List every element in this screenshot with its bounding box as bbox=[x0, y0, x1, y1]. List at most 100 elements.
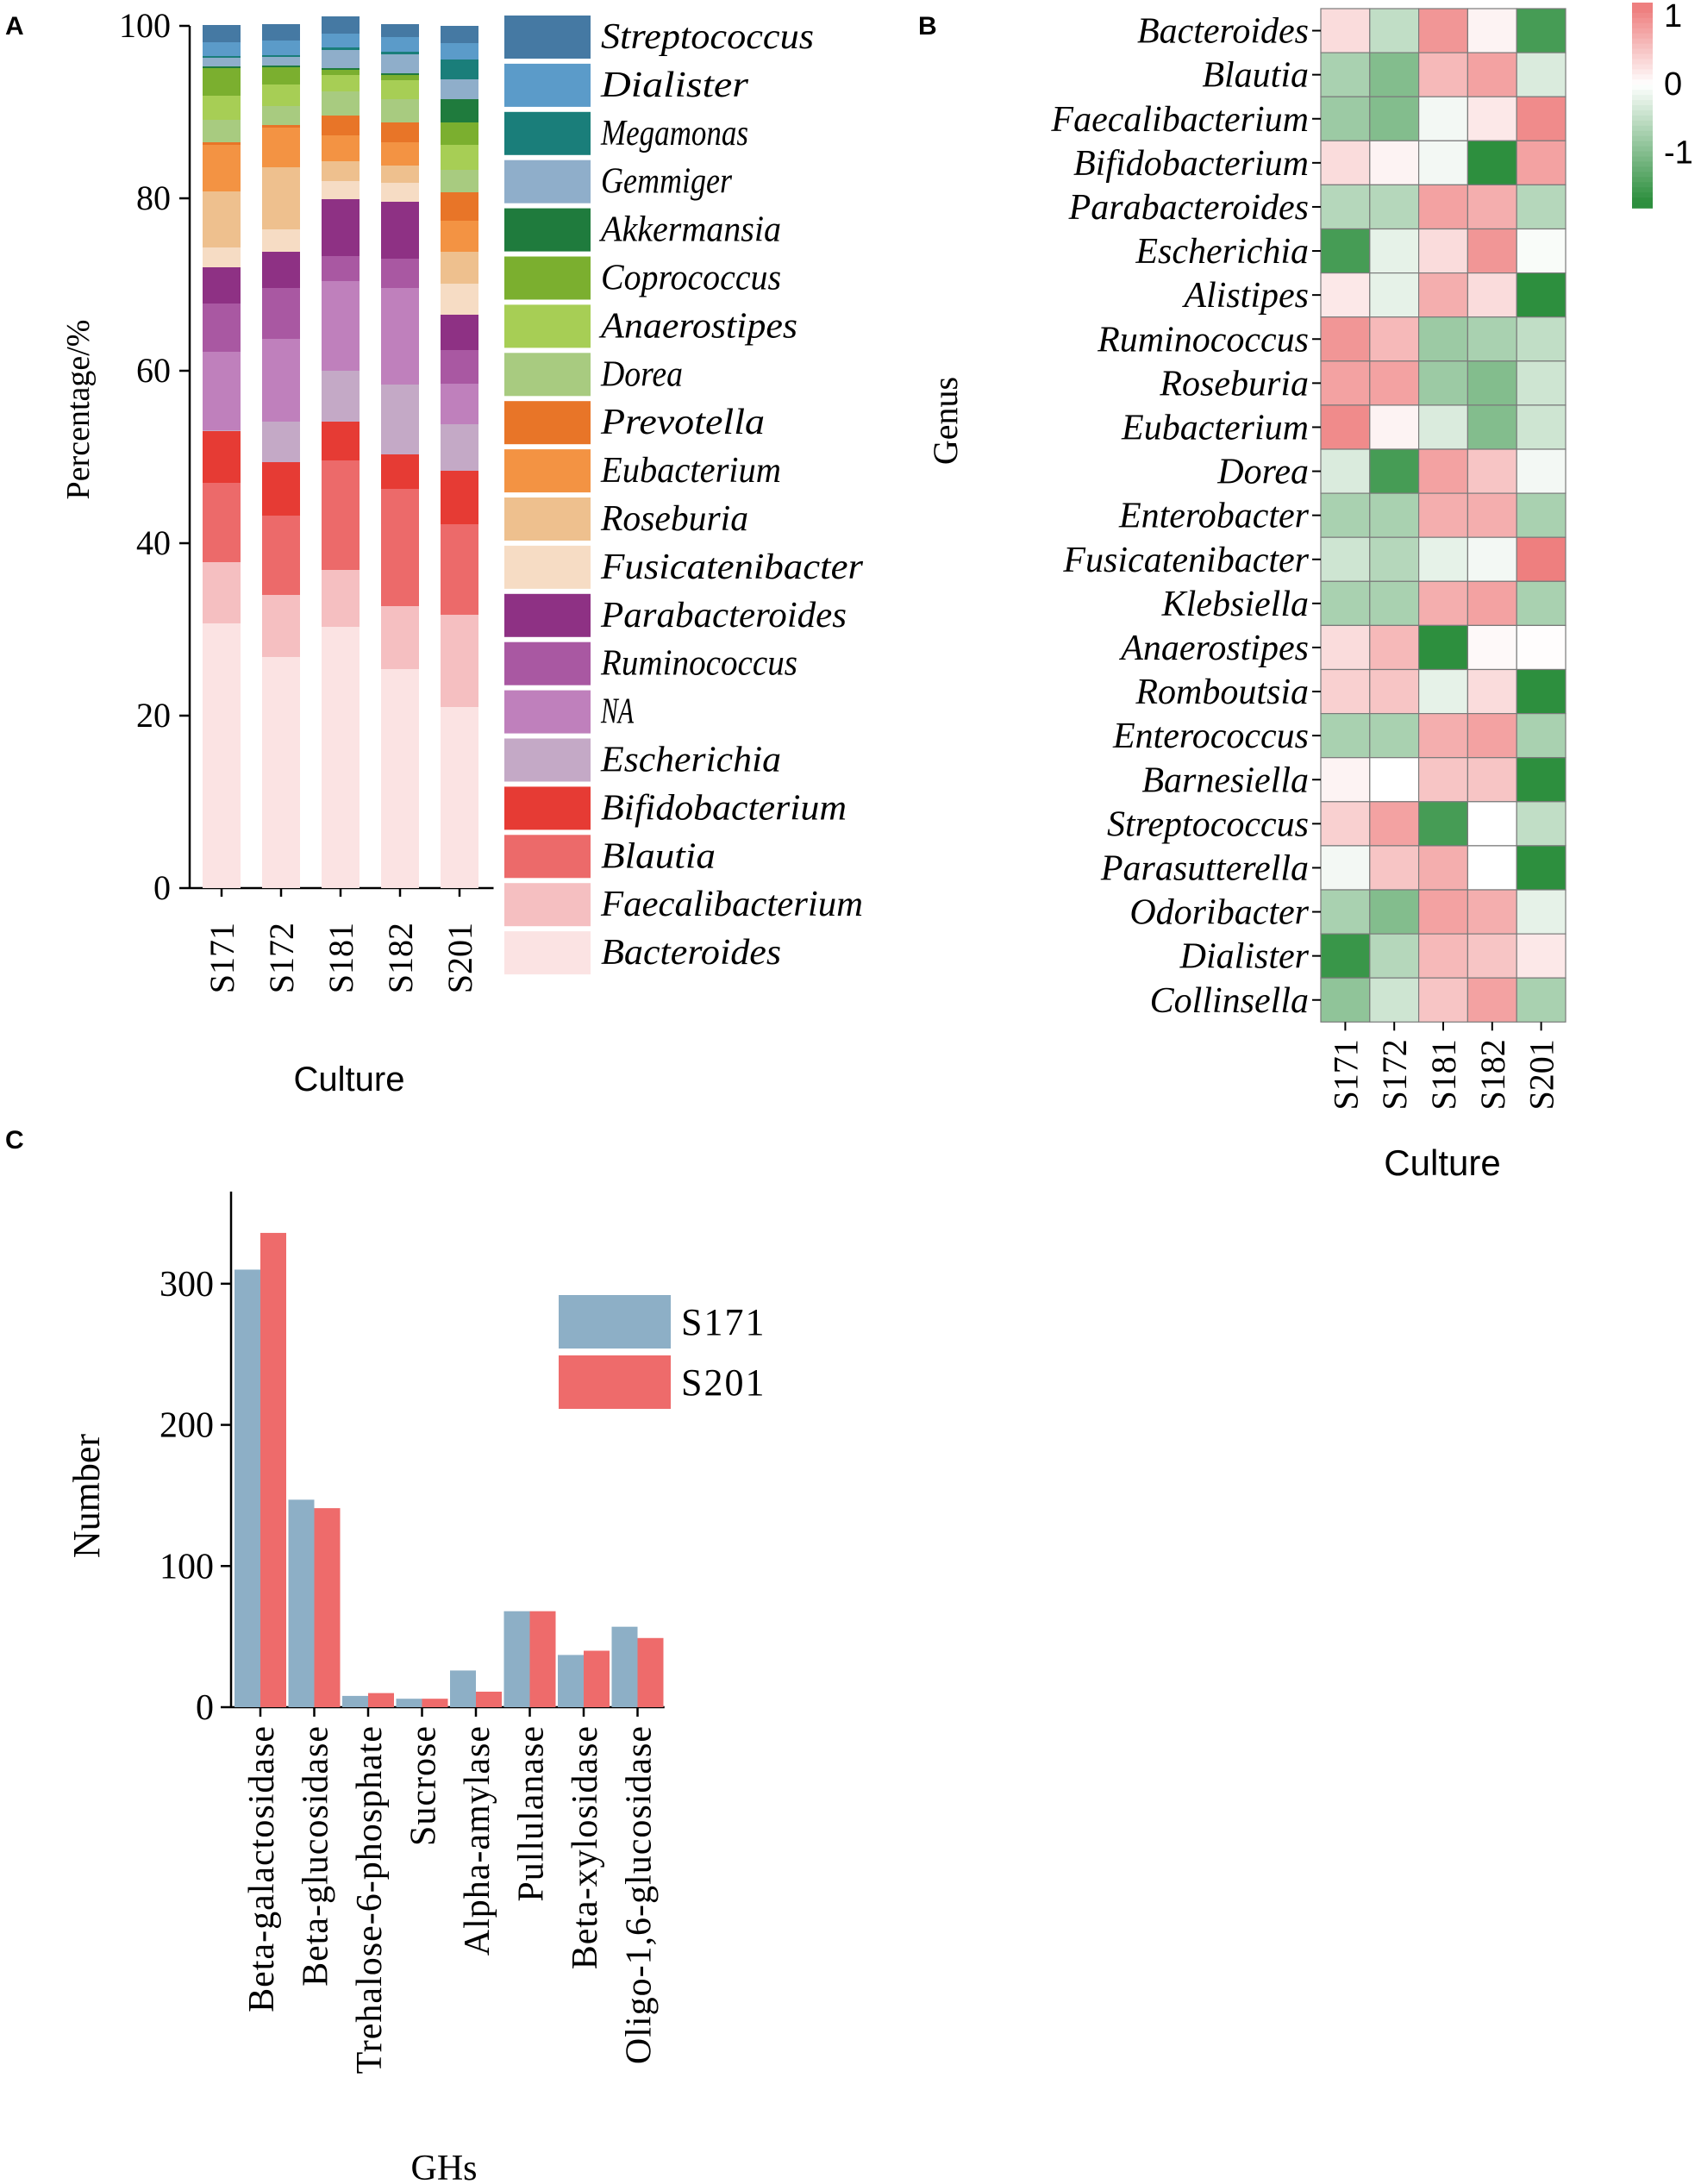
bar-segment-roseburia-s171 bbox=[203, 191, 241, 247]
legend-swatch-prevotella bbox=[504, 401, 591, 445]
row-label-alistipes: Alistipes bbox=[1181, 276, 1309, 316]
colorbar-segment bbox=[1632, 120, 1653, 127]
x-tick-label-beta-xylosidase: Beta-xylosidase bbox=[566, 1725, 605, 1969]
colorbar-segment bbox=[1632, 12, 1653, 19]
x-tick-label-beta-galactosidase: Beta-galactosidase bbox=[242, 1725, 282, 2012]
legend-swatch-dorea bbox=[504, 353, 591, 397]
bar-segment-eubacterium-s172 bbox=[262, 128, 300, 167]
bar-segment-parabacteroides-s172 bbox=[262, 252, 300, 288]
heat-cell-eubacterium-s181 bbox=[1417, 404, 1468, 450]
bar-segment-roseburia-s172 bbox=[262, 167, 300, 229]
heat-cell-ruminococcus-s172 bbox=[1369, 316, 1420, 362]
y-tick-label: 80 bbox=[136, 178, 171, 217]
heat-cell-eubacterium-s182 bbox=[1466, 404, 1517, 450]
legend-label-s201: S201 bbox=[681, 1361, 766, 1404]
bar-segment-bifidobacterium-s171 bbox=[203, 431, 241, 483]
heat-cell-fusicatenibacter-s182 bbox=[1466, 536, 1517, 582]
heat-cell-fusicatenibacter-s201 bbox=[1516, 536, 1567, 582]
y-tick-label: 0 bbox=[196, 1688, 214, 1728]
colorbar-segment bbox=[1632, 110, 1653, 116]
colorbar-segment bbox=[1632, 146, 1653, 153]
heat-cell-enterococcus-s181 bbox=[1417, 712, 1468, 759]
col-label-s201: S201 bbox=[1523, 1039, 1561, 1110]
legend-swatch-gemmiger bbox=[504, 160, 591, 203]
heat-cell-eubacterium-s171 bbox=[1320, 404, 1371, 450]
row-label-bifidobacterium: Bifidobacterium bbox=[1073, 144, 1309, 184]
colorbar-segment bbox=[1632, 203, 1653, 209]
colorbar-segment bbox=[1632, 79, 1653, 85]
heat-cell-collinsella-s172 bbox=[1369, 977, 1420, 1023]
bar-segment-fusicatenibacter-s172 bbox=[262, 229, 300, 252]
legend-label-coprococcus: Coprococcus bbox=[601, 259, 781, 298]
colorbar-tick-label: 1 bbox=[1664, 0, 1682, 34]
colorbar-tick-label: -1 bbox=[1664, 135, 1693, 172]
heat-cell-klebsiella-s181 bbox=[1417, 580, 1468, 626]
bar-segment-gemmiger-s172 bbox=[262, 57, 300, 66]
row-label-bacteroides: Bacteroides bbox=[1137, 12, 1309, 52]
legend-swatch-blautia bbox=[504, 835, 591, 879]
bar-s171-beta-glucosidase bbox=[288, 1499, 315, 1707]
legend-swatch-faecalibacterium bbox=[504, 883, 591, 927]
heat-cell-dialister-s181 bbox=[1417, 933, 1468, 979]
grouped-bar-chart: 0 100 200 300 Number Beta-galactosidase Beta-g… bbox=[66, 1192, 766, 2184]
heat-cell-enterobacter-s172 bbox=[1369, 492, 1420, 538]
bar-segment-anaerostipes-s171 bbox=[203, 96, 241, 120]
x-tick-label: S172 bbox=[262, 923, 301, 993]
legend-label-eubacterium: Eubacterium bbox=[600, 451, 781, 491]
heat-cell-parasutterella-s181 bbox=[1417, 845, 1468, 891]
heat-cell-fusicatenibacter-s172 bbox=[1369, 536, 1420, 582]
bar-segment-na-s201 bbox=[441, 384, 478, 424]
legend-label-faecalibacterium: Faecalibacterium bbox=[600, 885, 863, 924]
heat-cell-alistipes-s201 bbox=[1516, 272, 1567, 318]
legend-swatch-coprococcus bbox=[504, 256, 591, 300]
x-tick-label: S201 bbox=[441, 923, 479, 993]
heat-cell-enterobacter-s171 bbox=[1320, 492, 1371, 538]
colorbar-segment bbox=[1632, 33, 1653, 40]
bar-segment-eubacterium-s182 bbox=[381, 142, 419, 166]
colorbar-segment bbox=[1632, 90, 1653, 96]
heat-cell-dorea-s182 bbox=[1466, 448, 1517, 494]
bar-segment-dialister-s171 bbox=[203, 42, 241, 56]
row-label-anaerostipes: Anaerostipes bbox=[1118, 629, 1309, 668]
heat-cell-ruminococcus-s182 bbox=[1466, 316, 1517, 362]
legend-swatch-megamonas bbox=[504, 111, 591, 155]
heat-cell-enterococcus-s171 bbox=[1320, 712, 1371, 759]
bar-segment-streptococcus-s201 bbox=[441, 26, 478, 43]
bar-segment-roseburia-s181 bbox=[322, 161, 360, 181]
y-tick-label: 200 bbox=[159, 1406, 214, 1446]
bar-segment-megamonas-s201 bbox=[441, 59, 478, 79]
row-label-enterococcus: Enterococcus bbox=[1112, 717, 1309, 756]
bar-segment-gemmiger-s181 bbox=[322, 50, 360, 68]
heat-cell-ruminococcus-s171 bbox=[1320, 316, 1371, 362]
bar-segment-akkermansia-s181 bbox=[322, 68, 360, 70]
heat-cell-enterococcus-s201 bbox=[1516, 712, 1567, 759]
heat-cell-roseburia-s171 bbox=[1320, 360, 1371, 406]
x-tick-label-trehalose-6-phosphate: Trehalose-6-phosphate bbox=[350, 1725, 390, 2074]
colorbar-segment bbox=[1632, 192, 1653, 198]
heat-cell-odoribacter-s181 bbox=[1417, 889, 1468, 935]
heat-cell-ruminococcus-s201 bbox=[1516, 316, 1567, 362]
heat-cell-fusicatenibacter-s171 bbox=[1320, 536, 1371, 582]
heat-cell-romboutsia-s172 bbox=[1369, 668, 1420, 715]
col-label-s172: S172 bbox=[1375, 1039, 1414, 1110]
col-label-s181: S181 bbox=[1424, 1039, 1463, 1110]
heat-cell-streptococcus-s172 bbox=[1369, 801, 1420, 847]
bar-s171-alpha-amylase bbox=[450, 1670, 476, 1707]
heat-cell-blautia-s201 bbox=[1516, 52, 1567, 97]
bar-segment-blautia-s172 bbox=[262, 516, 300, 595]
bar-segment-prevotella-s172 bbox=[262, 125, 300, 128]
heat-cell-parabacteroides-s201 bbox=[1516, 184, 1567, 230]
stacked-bar-chart: 0 20 40 60 80 100 Percentage/% S171 S172 S181 S182… bbox=[60, 6, 864, 1098]
bar-segment-fusicatenibacter-s182 bbox=[381, 183, 419, 202]
bar-segment-fusicatenibacter-s201 bbox=[441, 284, 478, 315]
colorbar-segment bbox=[1632, 59, 1653, 66]
bar-segment-ruminococcus-s181 bbox=[322, 256, 360, 281]
heat-cell-parabacteroides-s181 bbox=[1417, 184, 1468, 230]
row-label-blautia: Blautia bbox=[1202, 56, 1309, 96]
heat-cell-bifidobacterium-s181 bbox=[1417, 140, 1468, 186]
bar-segment-anaerostipes-s182 bbox=[381, 80, 419, 99]
colorbar-segment bbox=[1632, 115, 1653, 122]
bar-segment-bifidobacterium-s181 bbox=[322, 422, 360, 460]
bar-segment-escherichia-s181 bbox=[322, 371, 360, 422]
